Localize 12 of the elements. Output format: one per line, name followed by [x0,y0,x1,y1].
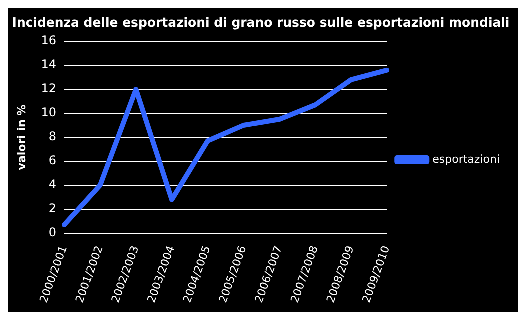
y-tick-label: 4 [48,178,56,192]
y-tick-label: 2 [48,202,56,216]
y-tick-label: 16 [41,34,56,48]
y-tick-label: 8 [48,130,56,144]
legend-label: esportazioni [432,152,500,166]
chart-title: Incidenza delle esportazioni di grano russo sulle esportazioni mondiali [12,16,510,32]
y-tick-label: 14 [41,58,56,72]
y-tick-label: 12 [41,82,56,96]
y-tick-label: 6 [48,154,56,168]
y-axis-title: valori in % [15,104,28,170]
y-tick-label: 10 [41,106,56,120]
y-tick-label: 0 [48,226,56,240]
